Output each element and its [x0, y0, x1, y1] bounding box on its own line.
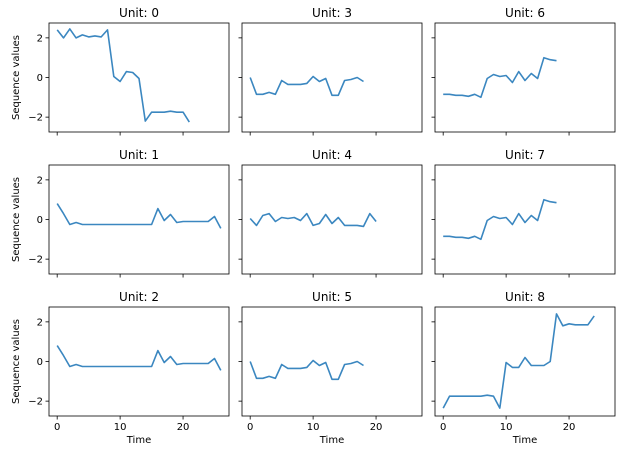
- series-line: [442, 313, 595, 409]
- series-line: [249, 212, 377, 228]
- subplot-title: Unit: 4: [312, 148, 352, 162]
- y-tick-label: −2: [28, 397, 43, 408]
- plot-frame: [241, 22, 423, 133]
- subplot-title: Unit: 7: [505, 148, 545, 162]
- plot-frame: [48, 164, 230, 275]
- x-tick-label: 10: [114, 422, 127, 433]
- y-tick-label: −2: [28, 113, 43, 124]
- x-tick-label: 10: [307, 422, 320, 433]
- subplot-title: Unit: 0: [119, 6, 159, 20]
- x-tick-label: 20: [563, 422, 576, 433]
- subplot-3: Unit: 3: [238, 6, 423, 136]
- subplot-title: Unit: 2: [119, 290, 159, 304]
- x-tick-label: 20: [177, 422, 190, 433]
- subplot-6: Unit: 6: [431, 6, 616, 136]
- x-tick-label: 10: [500, 422, 513, 433]
- subplot-title: Unit: 6: [505, 6, 545, 20]
- x-axis-label: Time: [319, 435, 344, 446]
- subplot-0: Unit: 0 −2 0 2 Sequence values: [11, 6, 230, 136]
- y-tick-label: −2: [28, 255, 43, 266]
- y-axis-label: Sequence values: [11, 35, 22, 120]
- series-line: [249, 75, 364, 97]
- y-tick-label: 0: [37, 73, 43, 84]
- plot-frame: [48, 306, 230, 417]
- y-tick-label: 0: [37, 215, 43, 226]
- plot-frame: [434, 164, 616, 275]
- x-tick-label: 0: [247, 422, 253, 433]
- series-line: [443, 198, 557, 241]
- y-tick-label: 0: [37, 357, 43, 368]
- plot-frame: [241, 306, 423, 417]
- y-axis-label: Sequence values: [11, 177, 22, 262]
- y-tick-label: 2: [37, 175, 43, 186]
- series-line: [249, 359, 364, 381]
- y-tick-label: 2: [37, 317, 43, 328]
- subplot-8: Unit: 8 0 10 20 Time: [431, 290, 616, 446]
- plot-frame: [241, 164, 423, 275]
- x-tick-label: 20: [370, 422, 383, 433]
- subplot-5: Unit: 5 0 10 20 Time: [238, 290, 423, 446]
- subplot-title: Unit: 5: [312, 290, 352, 304]
- x-axis-label: Time: [126, 435, 151, 446]
- y-axis-label: Sequence values: [11, 319, 22, 404]
- subplot-1: Unit: 1 −2 0 2 Sequence values: [11, 148, 230, 278]
- y-tick-label: 2: [37, 33, 43, 44]
- series-line: [56, 345, 222, 371]
- series-line: [56, 203, 222, 229]
- series-line: [443, 56, 557, 99]
- subplot-title: Unit: 3: [312, 6, 352, 20]
- x-tick-label: 0: [440, 422, 446, 433]
- x-axis-label: Time: [512, 435, 537, 446]
- subplot-title: Unit: 8: [505, 290, 545, 304]
- series-line: [56, 28, 190, 123]
- subplot-title: Unit: 1: [119, 148, 159, 162]
- subplot-4: Unit: 4: [238, 148, 423, 278]
- plot-frame: [434, 22, 616, 133]
- x-tick-label: 0: [54, 422, 60, 433]
- subplot-7: Unit: 7: [431, 148, 616, 278]
